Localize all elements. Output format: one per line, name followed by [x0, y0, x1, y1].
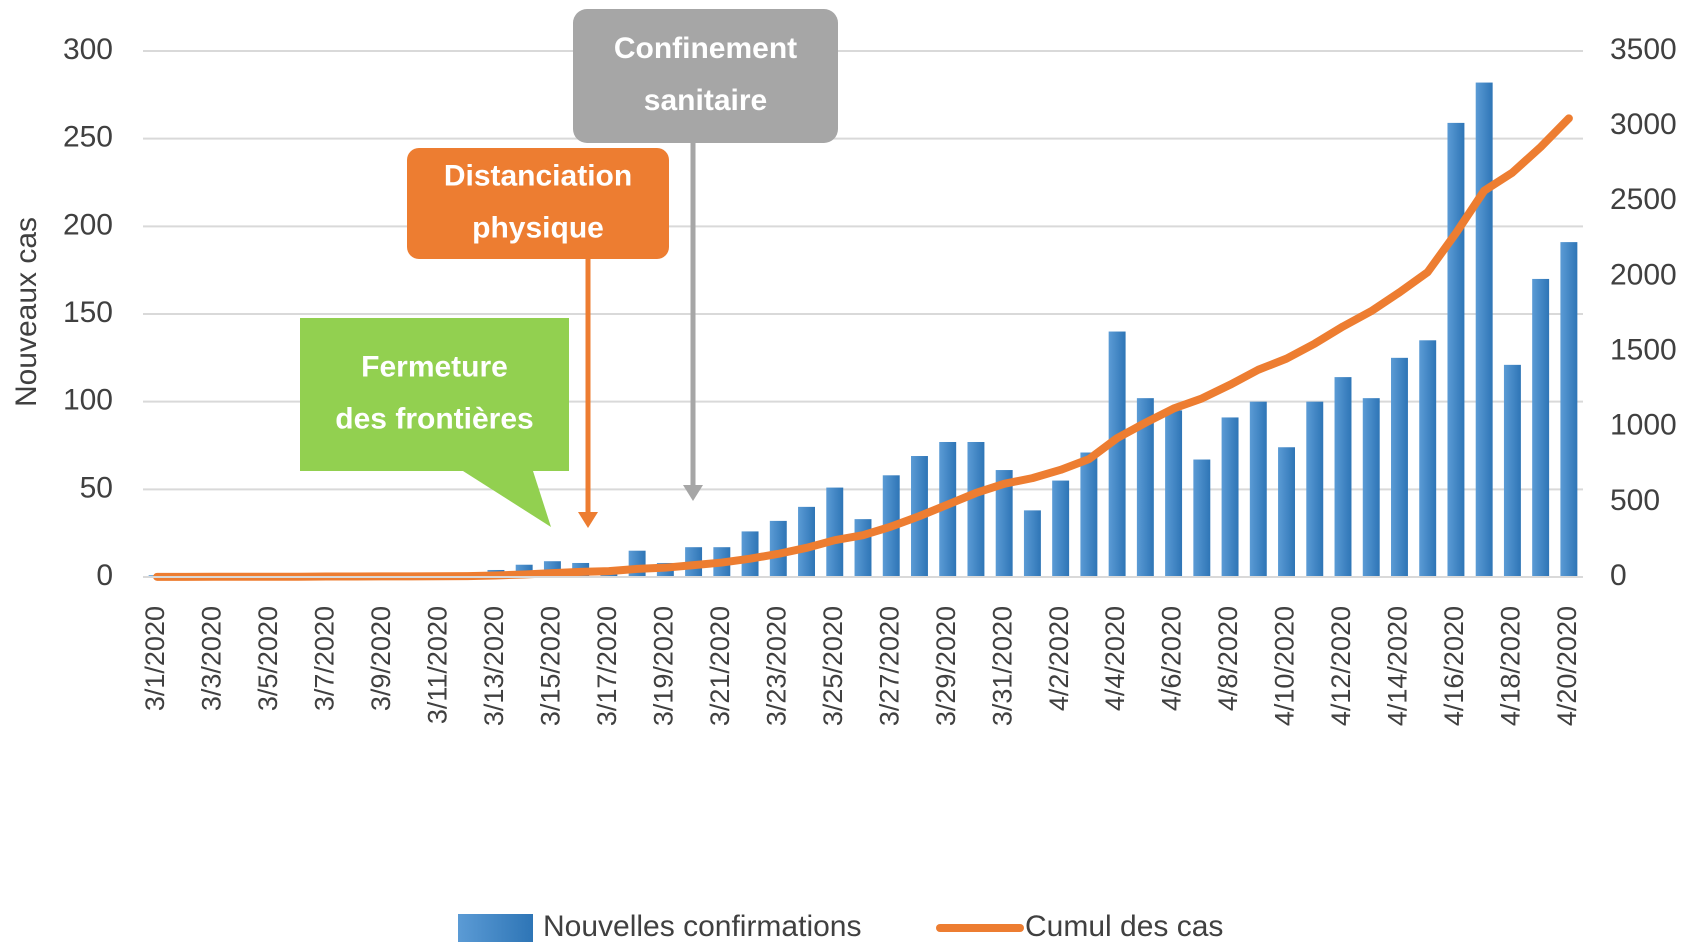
y2-tick-label: 1000 [1610, 409, 1677, 442]
x-tick-label: 4/2/2020 [1044, 606, 1074, 711]
y-tick-label: 0 [96, 559, 113, 592]
annotation-text: Distanciation [444, 159, 632, 192]
x-tick-label: 4/6/2020 [1157, 606, 1187, 711]
bar [1136, 398, 1154, 577]
annotation-box [573, 9, 838, 143]
x-tick-label: 3/5/2020 [253, 606, 283, 711]
x-tick-label: 3/19/2020 [648, 606, 678, 726]
annotation-box [300, 318, 569, 471]
x-tick-label: 4/14/2020 [1383, 606, 1413, 726]
y2-tick-label: 0 [1610, 559, 1627, 592]
y2-tick-label: 1500 [1610, 333, 1677, 366]
bar [1165, 410, 1183, 577]
bar [1249, 401, 1267, 577]
legend-swatch [458, 914, 533, 942]
x-tick-label: 3/7/2020 [310, 606, 340, 711]
y-tick-label: 50 [80, 471, 113, 504]
bar [1023, 510, 1041, 577]
x-tick-label: 3/13/2020 [479, 606, 509, 726]
x-tick-label: 4/18/2020 [1496, 606, 1526, 726]
y-tick-label: 200 [63, 208, 113, 241]
y2-tick-label: 2000 [1610, 258, 1677, 291]
bar [967, 441, 985, 577]
annotation-pointer [463, 471, 551, 527]
bar [1221, 417, 1239, 577]
x-tick-label: 3/23/2020 [761, 606, 791, 726]
bar [741, 531, 759, 577]
x-tick-label: 3/9/2020 [366, 606, 396, 711]
bar [1560, 242, 1578, 577]
y-tick-label: 150 [63, 296, 113, 329]
annotation-text: Confinement [614, 32, 797, 65]
y-tick-label: 100 [63, 384, 113, 417]
bar [798, 506, 815, 577]
bar [1475, 82, 1493, 577]
x-tick-label: 3/31/2020 [987, 606, 1017, 726]
x-tick-label: 3/25/2020 [818, 606, 848, 726]
x-tick-label: 4/16/2020 [1439, 606, 1469, 726]
x-tick-label: 3/11/2020 [423, 606, 453, 724]
y2-tick-label: 3000 [1610, 108, 1677, 141]
bar [1193, 459, 1211, 577]
y-tick-label: 250 [63, 121, 113, 154]
x-tick-label: 3/21/2020 [705, 606, 735, 726]
x-tick-label: 3/27/2020 [874, 606, 904, 726]
x-tick-label: 3/1/2020 [140, 606, 170, 711]
annotation-box [407, 148, 669, 259]
legend-label: Cumul des cas [1025, 910, 1223, 943]
y2-tick-label: 500 [1610, 484, 1660, 517]
bar [1532, 278, 1550, 577]
bar [1391, 357, 1408, 577]
bar [1419, 340, 1437, 577]
bar [1334, 377, 1352, 577]
bar [854, 519, 872, 577]
legend-label: Nouvelles confirmations [543, 910, 861, 943]
bar [995, 470, 1013, 577]
bar [1306, 401, 1324, 577]
x-tick-label: 3/15/2020 [536, 606, 566, 726]
annotation-text: sanitaire [644, 84, 767, 117]
annotation-text: physique [472, 211, 604, 244]
y-tick-label: 300 [63, 33, 113, 66]
x-tick-label: 3/3/2020 [197, 606, 227, 711]
bar [939, 441, 957, 577]
bar [1108, 331, 1126, 577]
annotation-text: des frontières [335, 402, 533, 435]
x-tick-label: 4/8/2020 [1213, 606, 1243, 711]
y-axis-label: Nouveaux cas [10, 217, 43, 407]
bar [1278, 447, 1295, 577]
bar [1503, 364, 1521, 577]
bar [1447, 122, 1465, 578]
annotation-arrowhead [683, 485, 703, 501]
x-tick-label: 4/10/2020 [1270, 606, 1300, 726]
bar [826, 487, 844, 577]
bar [1080, 452, 1098, 577]
y2-tick-label: 3500 [1610, 33, 1677, 66]
y2-tick-label: 2500 [1610, 183, 1677, 216]
x-tick-label: 4/4/2020 [1100, 606, 1130, 711]
x-tick-label: 3/17/2020 [592, 606, 622, 726]
x-tick-label: 4/12/2020 [1326, 606, 1356, 726]
bar [1362, 398, 1380, 577]
annotation-arrowhead [578, 512, 598, 528]
bar [769, 520, 787, 577]
annotation-text: Fermeture [361, 350, 508, 383]
x-tick-label: 4/20/2020 [1552, 606, 1582, 726]
x-tick-label: 3/29/2020 [931, 606, 961, 726]
bar [1052, 480, 1070, 577]
